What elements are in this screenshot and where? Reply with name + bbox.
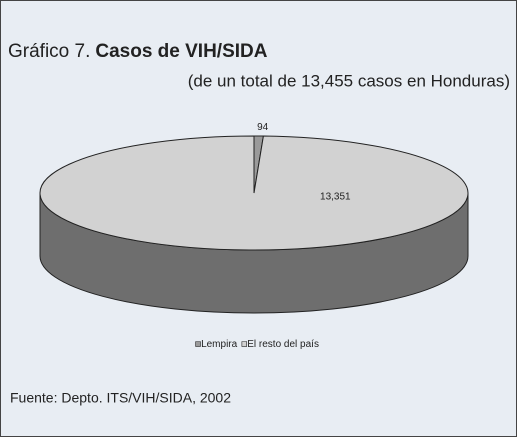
legend-label: El resto del país: [247, 339, 319, 350]
chart-title: Gráfico 7. Casos de VIH/SIDA: [8, 41, 268, 62]
data-label: 94: [257, 122, 269, 133]
data-label: 13,351: [320, 192, 351, 203]
pie-slice: [39, 135, 469, 251]
title-main: Casos de VIH/SIDA: [95, 41, 267, 62]
source-note: Fuente: Depto. ITS/VIH/SIDA, 2002: [10, 390, 231, 406]
title-prefix: Gráfico 7.: [8, 41, 90, 62]
chart-subtitle: (de un total de 13,455 casos en Honduras…: [188, 71, 510, 90]
legend-swatch: ■: [195, 339, 201, 350]
legend-swatch: ■: [241, 339, 247, 350]
pie: 94 13,351: [39, 122, 469, 314]
legend: ■Lempira ■El resto del país: [195, 339, 319, 350]
legend-label: Lempira: [201, 339, 238, 350]
